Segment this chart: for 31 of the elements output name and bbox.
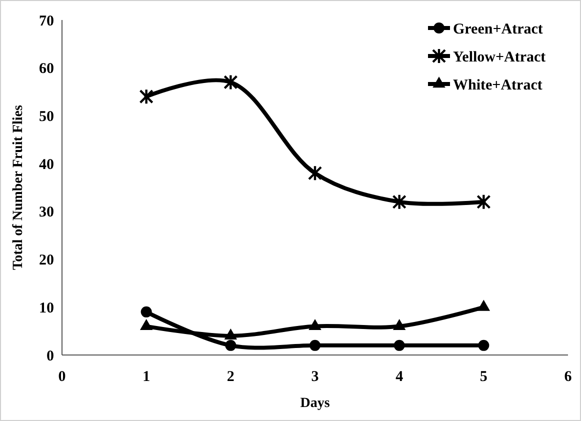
point [224, 74, 238, 90]
x-tick-label: 1 [142, 369, 150, 385]
y-tick-label: 30 [39, 204, 54, 221]
y-tick-label: 60 [39, 61, 54, 78]
y-tick-label: 20 [39, 252, 54, 269]
y-tick-label: 10 [39, 300, 54, 316]
legend-label: Green+Atract [453, 21, 543, 38]
legend-label: Yellow+Atract [453, 49, 546, 66]
x-tick-label: 3 [311, 369, 319, 385]
y-tick-label: 70 [39, 13, 54, 30]
point [139, 88, 154, 105]
x-tick-label: 5 [480, 369, 488, 385]
legend-label: White+Atract [453, 77, 542, 94]
x-tick-label: 0 [58, 369, 66, 385]
x-tick-label: 4 [396, 369, 404, 385]
x-axis-title: Days [300, 396, 330, 411]
point [140, 306, 152, 318]
point [392, 194, 406, 210]
x-tick-label: 2 [226, 369, 234, 385]
point [308, 165, 322, 182]
point [310, 340, 320, 351]
point [224, 328, 238, 340]
y-axis-title: Total of Number Fruit Flies [11, 104, 26, 270]
y-tick-label: 50 [39, 108, 54, 125]
y-tick-label: 0 [46, 348, 54, 364]
y-tick-label: 40 [39, 156, 54, 173]
point [394, 340, 405, 351]
x-tick-label: 6 [564, 369, 572, 385]
point [478, 340, 490, 351]
point [225, 340, 236, 351]
point [476, 194, 491, 210]
